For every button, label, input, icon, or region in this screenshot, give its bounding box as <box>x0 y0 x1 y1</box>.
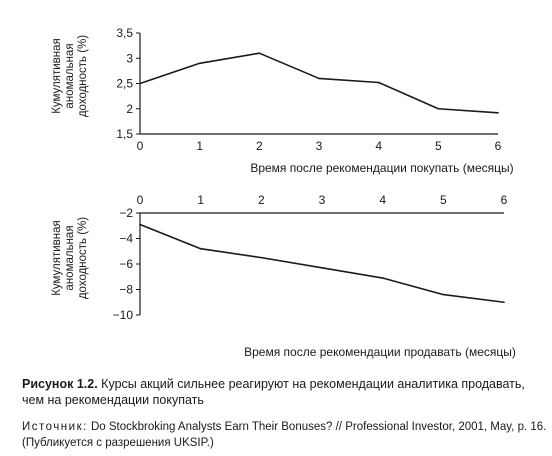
buy-y-axis-label: Кумулятивная <box>51 38 63 114</box>
sell-x-tick-label: 1 <box>197 193 204 207</box>
buy-series-line <box>139 52 499 114</box>
buy-data-point <box>258 52 261 54</box>
sell-x-tick-label: 5 <box>440 193 447 207</box>
buy-x-tick-label: 0 <box>137 139 144 153</box>
sell-data-point <box>503 301 505 304</box>
sell-series-line <box>139 223 505 304</box>
sell-x-tick-label: 3 <box>319 193 326 207</box>
buy-data-point <box>318 77 320 80</box>
buy-x-axis-label: Время после рекомендации покупать (месяц… <box>250 161 513 175</box>
sell-y-axis-label: Кумулятивная <box>51 220 63 296</box>
sell-data-point <box>442 293 445 296</box>
buy-y-axis-label: доходность (%) <box>77 35 89 117</box>
caption-text: Курсы акций сильнее реагируют на рекомен… <box>22 377 525 407</box>
buy-data-point <box>497 111 499 114</box>
buy-x-tick-label: 3 <box>316 139 323 153</box>
buy-y-tick-label: 2 <box>126 102 133 116</box>
source-label: Источник: <box>22 421 88 433</box>
sell-y-tick-label: −8 <box>119 283 133 297</box>
buy-x-tick-label: 6 <box>495 139 502 153</box>
buy-data-point <box>198 62 201 65</box>
buy-y-tick-label: 1,5 <box>116 127 133 141</box>
sell-data-point <box>199 247 202 250</box>
buy-x-tick-label: 2 <box>256 139 263 153</box>
sell-x-tick-label: 4 <box>379 193 386 207</box>
buy-data-point <box>437 107 440 110</box>
buy-x-tick-label: 1 <box>196 139 203 153</box>
sell-data-point <box>321 267 323 269</box>
caption-label: Рисунок 1.2. <box>22 377 98 391</box>
buy-data-point <box>139 82 141 85</box>
figure-charts: 1,5 2 2,5 3 3,5 0 1 2 3 4 5 6 Время после рекомендац… <box>51 26 516 359</box>
buy-x-tick-label: 4 <box>375 139 382 153</box>
sell-x-tick-label: 6 <box>501 193 508 207</box>
sell-y-tick-label: −6 <box>119 257 133 271</box>
sell-y-tick-label: −4 <box>119 232 133 246</box>
figure-caption: Рисунок 1.2. Курсы акций сильнее реагиру… <box>22 376 547 408</box>
sell-x-tick-label: 0 <box>137 193 144 207</box>
sell-data-point <box>260 256 263 259</box>
buy-y-axis-label: аномальная <box>64 43 76 108</box>
sell-y-axis-label: доходность (%) <box>77 217 89 299</box>
source-text: Do Stockbroking Analysts Earn Their Bonu… <box>22 421 547 449</box>
sell-y-tick-label: −2 <box>119 206 133 220</box>
figure-source: Источник: Do Stockbroking Analysts Earn … <box>22 419 547 451</box>
sell-x-tick-label: 2 <box>258 193 265 207</box>
sell-data-point <box>139 223 141 226</box>
sell-x-axis-label: Время после рекомендации продавать (меся… <box>244 345 516 359</box>
sell-data-point <box>381 277 384 279</box>
buy-data-point <box>377 81 380 84</box>
buy-y-tick-label: 2,5 <box>116 77 133 91</box>
buy-x-tick-label: 5 <box>435 139 442 153</box>
buy-y-tick-label: 3 <box>126 51 133 65</box>
sell-y-axis-label: аномальная <box>64 225 76 290</box>
sell-y-tick-label: −10 <box>113 308 134 322</box>
buy-y-tick-label: 3,5 <box>116 26 133 40</box>
